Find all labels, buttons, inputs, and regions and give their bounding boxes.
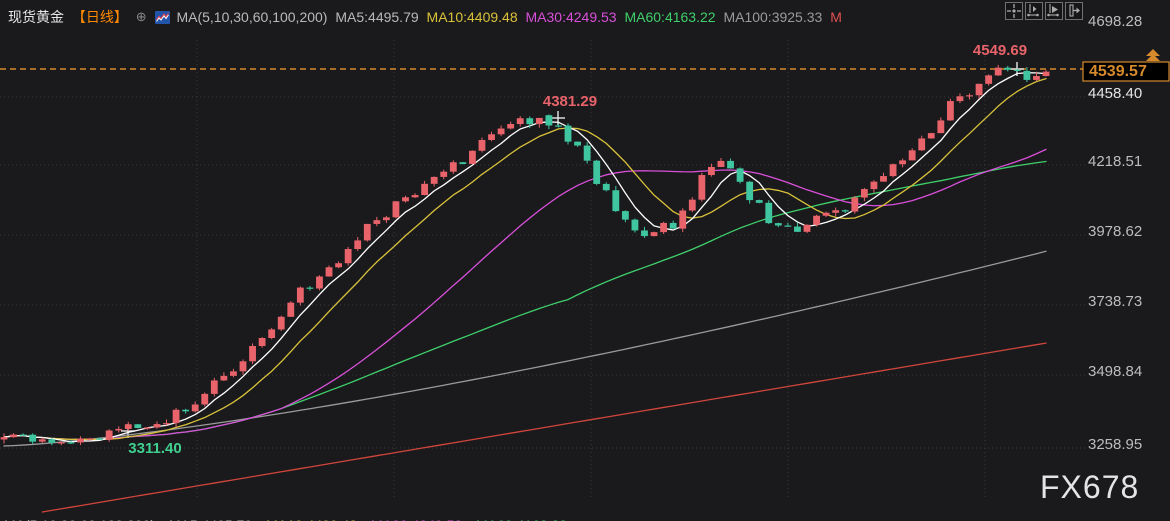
svg-text:4539.57: 4539.57: [1089, 63, 1147, 80]
svg-text:3311.40: 3311.40: [128, 440, 181, 457]
svg-text:4549.69: 4549.69: [973, 42, 1027, 59]
svg-text:4381.29: 4381.29: [543, 93, 597, 110]
